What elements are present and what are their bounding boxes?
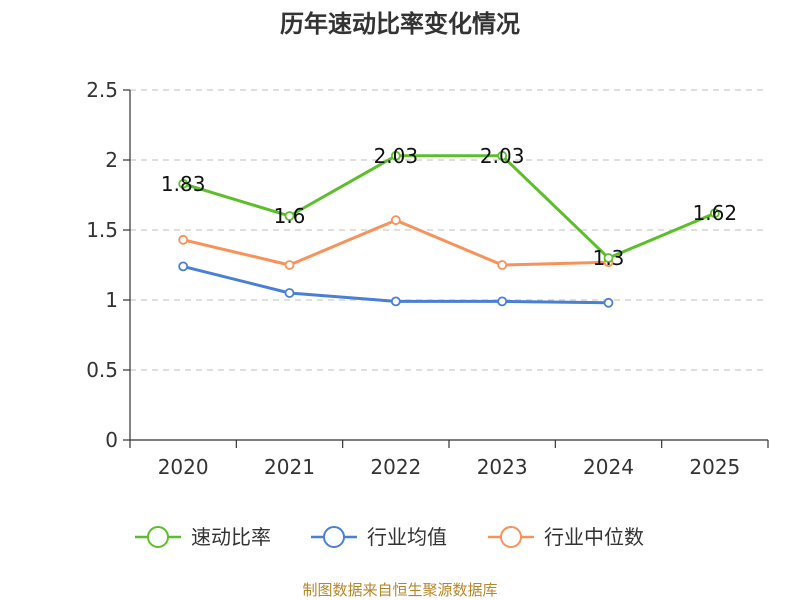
data-point	[603, 253, 614, 263]
legend-item: 行业中位数	[488, 525, 644, 549]
series-line-0	[182, 154, 716, 260]
legend-label: 行业均值	[367, 525, 447, 549]
data-point	[390, 296, 401, 307]
data-label: 1.83	[161, 172, 206, 196]
legend-swatch-marker	[147, 526, 169, 548]
y-tick-label: 2	[105, 148, 118, 172]
x-tick-label: 2020	[158, 455, 209, 479]
data-point	[497, 260, 508, 270]
data-point	[603, 297, 614, 308]
chart-title: 历年速动比率变化情况	[280, 10, 520, 38]
series-line-2	[182, 218, 609, 267]
data-point	[709, 208, 720, 219]
x-tick-label: 2021	[264, 455, 315, 479]
x-tick-label: 2025	[689, 455, 740, 479]
data-label: 1.62	[693, 201, 738, 225]
data-point	[284, 211, 295, 221]
data-point	[497, 296, 508, 307]
data-label: 1.3	[593, 246, 625, 270]
axes: 0 0.5 1 1.5 2 2.5 2020 2021 2022 2023 2024 2025	[86, 78, 769, 479]
data-labels: 1.83 1.6 2.03 2.03 1.3 1.62	[161, 144, 737, 270]
legend: 速动比率 行业均值 行业中位数	[135, 525, 644, 549]
data-point	[390, 150, 401, 161]
legend-swatch-marker	[323, 526, 345, 548]
data-point	[284, 260, 295, 270]
source-footer: 制图数据来自恒生聚源数据库	[302, 581, 497, 599]
legend-label: 速动比率	[191, 525, 271, 549]
x-tick-label: 2023	[477, 455, 528, 479]
data-label: 2.03	[374, 144, 419, 168]
data-point	[284, 288, 295, 298]
y-tick-label: 0	[105, 428, 118, 452]
x-tick-label: 2022	[370, 455, 421, 479]
data-point	[390, 215, 401, 226]
legend-item: 速动比率	[135, 525, 271, 549]
data-point	[178, 234, 189, 245]
data-point	[178, 261, 189, 272]
data-label: 2.03	[480, 144, 525, 168]
legend-swatch-marker	[500, 526, 522, 548]
y-tick-label: 0.5	[86, 358, 118, 382]
data-label: 1.6	[274, 204, 306, 228]
y-tick-label: 1.5	[86, 218, 118, 242]
series-layer	[178, 150, 720, 308]
y-tick-label: 1	[105, 288, 118, 312]
data-point	[178, 178, 189, 189]
x-tick-label: 2024	[583, 455, 634, 479]
legend-label: 行业中位数	[544, 525, 644, 549]
y-tick-label: 2.5	[86, 78, 118, 102]
legend-item: 行业均值	[311, 525, 447, 549]
data-point	[497, 150, 508, 161]
